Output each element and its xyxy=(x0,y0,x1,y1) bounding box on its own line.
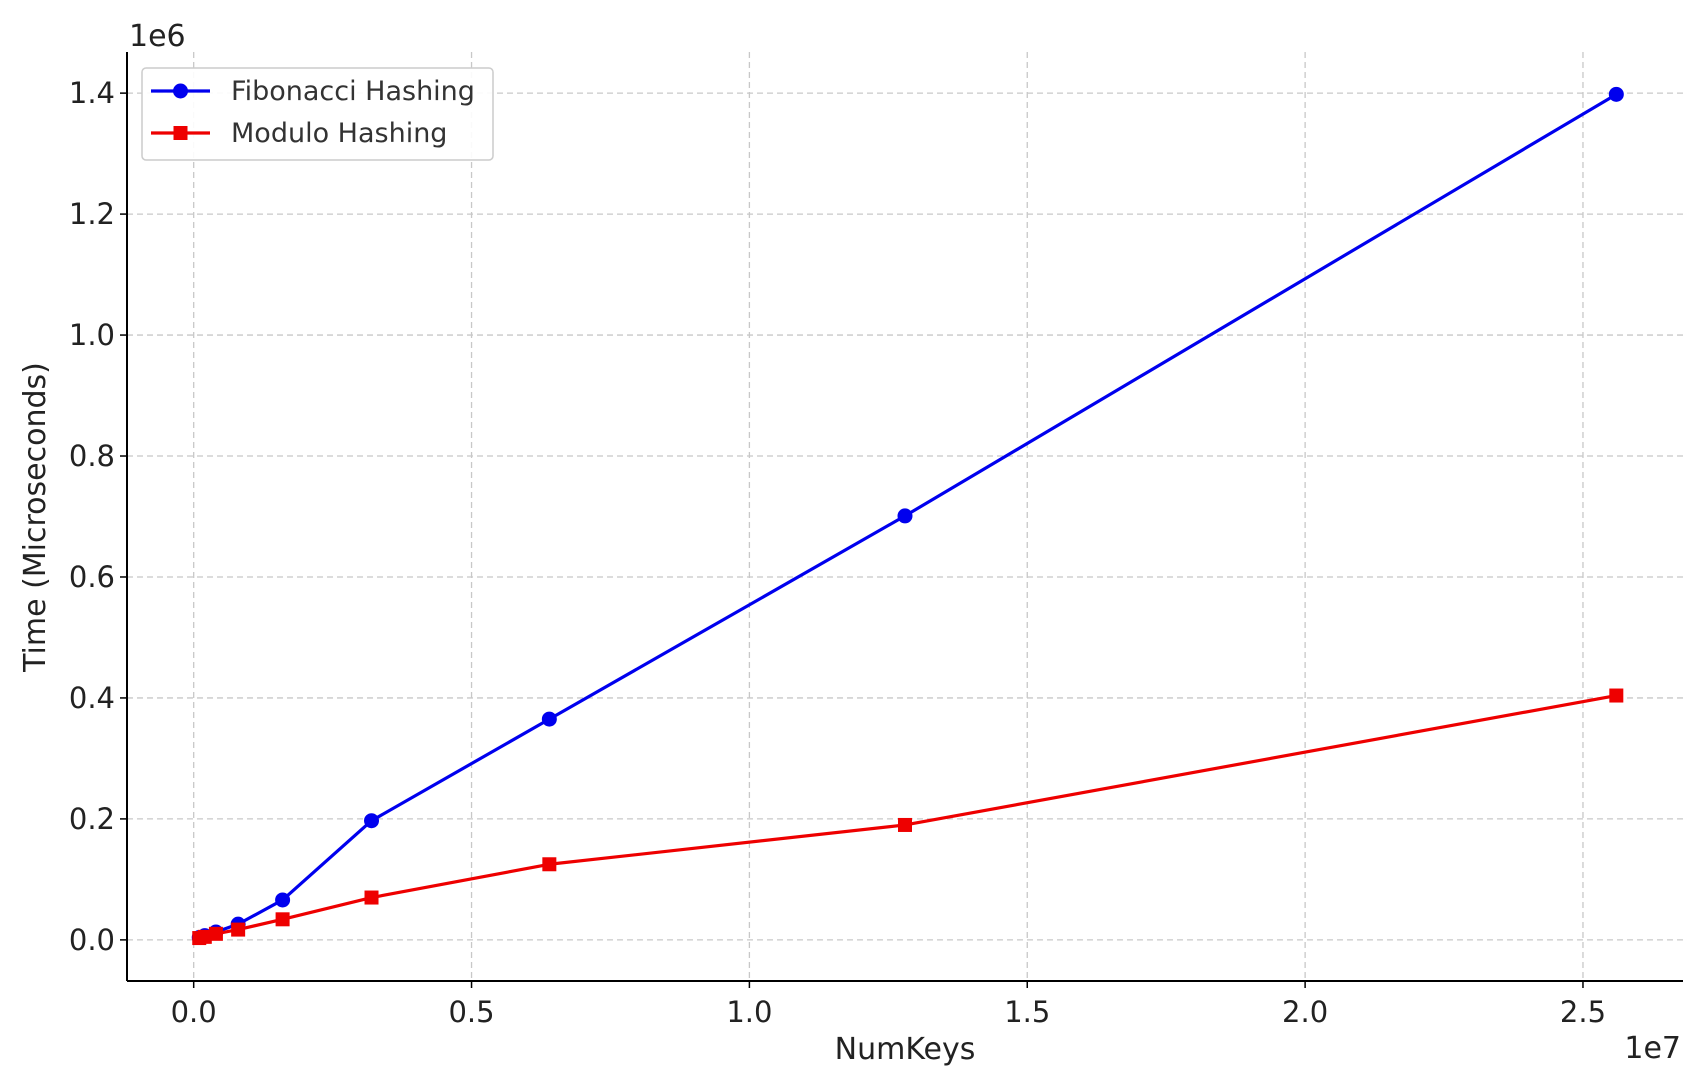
modulo-hashing-point xyxy=(898,817,912,832)
y-ticks: 0.0 0.2 0.4 0.6 0.8 1.0 1.2 1.4 xyxy=(69,76,127,957)
x-tick-label: 0.0 xyxy=(171,995,217,1029)
y-tick-label: 0.4 xyxy=(69,681,115,715)
fibonacci-hashing-point xyxy=(897,508,913,524)
x-ticks: 0.0 0.5 1.0 1.5 2.0 2.5 xyxy=(171,981,1606,1029)
y-axis-label: Time (Microseconds) xyxy=(18,362,53,673)
x-axis-label: NumKeys xyxy=(835,1032,976,1067)
legend-label-modulo-hashing: Modulo Hashing xyxy=(231,118,447,149)
x-offset-label: 1e7 xyxy=(1624,1031,1681,1066)
x-tick-label: 1.0 xyxy=(726,995,772,1029)
y-tick-label: 1.2 xyxy=(69,197,115,231)
grid xyxy=(127,52,1683,981)
fibonacci-hashing-series xyxy=(191,86,1624,945)
legend-item-fibonacci-hashing: Fibonacci Hashing xyxy=(151,76,475,107)
modulo-hashing-point xyxy=(1609,688,1624,703)
y-tick-label: 0.6 xyxy=(69,560,115,594)
modulo-hashing-point xyxy=(197,929,212,944)
legend-box xyxy=(141,67,494,161)
y-tick-label: 0.0 xyxy=(69,923,115,957)
legend-marker-modulo-hashing xyxy=(173,126,188,140)
x-tick-label: 2.5 xyxy=(1560,995,1606,1029)
y-tick-label: 1.4 xyxy=(69,76,115,110)
y-tick-label: 0.8 xyxy=(69,439,115,473)
y-tick-label: 1.0 xyxy=(69,318,115,352)
y-tick-label: 0.2 xyxy=(69,802,115,836)
y-offset-label: 1e6 xyxy=(129,19,186,54)
fibonacci-hashing-point xyxy=(1608,86,1624,102)
modulo-hashing-point xyxy=(208,926,223,941)
modulo-hashing-series xyxy=(192,688,1624,946)
modulo-hashing-point xyxy=(364,890,379,905)
legend-item-modulo-hashing: Modulo Hashing xyxy=(151,118,447,149)
x-tick-label: 0.5 xyxy=(448,995,494,1029)
fibonacci-hashing-point xyxy=(364,813,380,829)
legend-marker-fibonacci-hashing xyxy=(173,83,188,99)
modulo-hashing-point xyxy=(542,857,557,872)
x-tick-label: 2.0 xyxy=(1282,995,1328,1029)
x-tick-label: 1.5 xyxy=(1004,995,1050,1029)
series xyxy=(191,86,1624,946)
fibonacci-hashing-point xyxy=(275,892,291,908)
modulo-hashing-point xyxy=(231,922,246,937)
axes xyxy=(126,52,1683,982)
modulo-hashing-line xyxy=(198,693,1617,940)
modulo-hashing-point xyxy=(275,912,290,927)
legend: Fibonacci Hashing Modulo Hashing xyxy=(141,67,494,161)
legend-label-fibonacci-hashing: Fibonacci Hashing xyxy=(231,76,475,107)
fibonacci-hashing-point xyxy=(541,711,557,727)
